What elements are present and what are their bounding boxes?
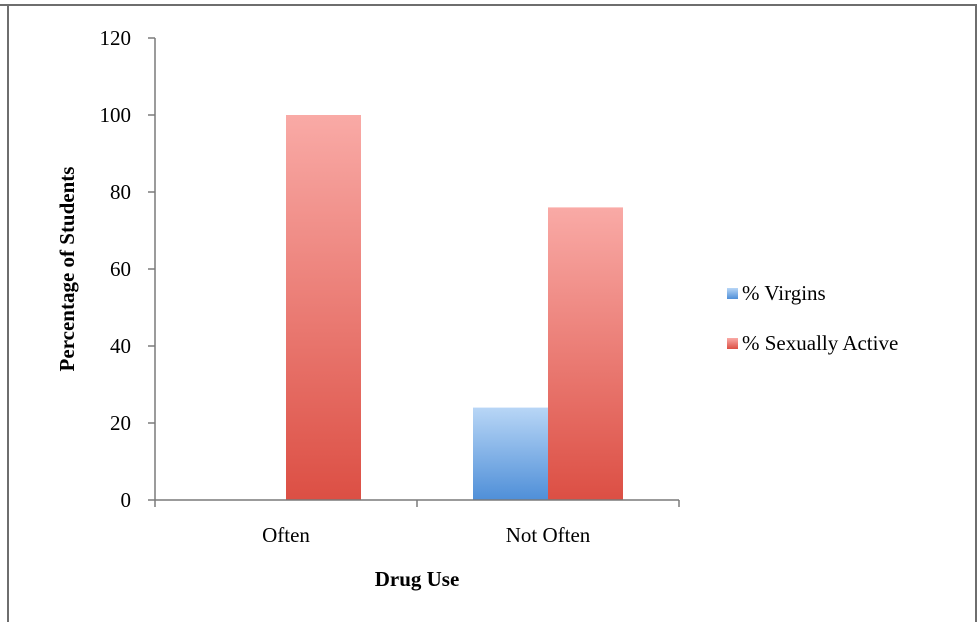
y-tick-label: 0 [121, 488, 132, 512]
bars-group [286, 115, 623, 500]
y-tick-label: 80 [110, 180, 131, 204]
legend: % Virgins % Sexually Active [727, 281, 898, 355]
bar-sexually-active [286, 115, 361, 500]
chart-area-cover [9, 6, 975, 622]
x-axis-label: Drug Use [375, 567, 460, 591]
y-tick-label: 40 [110, 334, 131, 358]
y-axis-ticks: 0 20 40 60 80 100 120 [100, 26, 155, 512]
y-tick-label: 20 [110, 411, 131, 435]
legend-label: % Sexually Active [742, 331, 898, 355]
bar-virgins [473, 407, 548, 500]
legend-label: % Virgins [742, 281, 826, 305]
x-tick-label: Often [262, 523, 310, 547]
chart-frame [0, 4, 977, 622]
x-tick-label: Not Often [506, 523, 591, 547]
legend-swatch [727, 288, 738, 299]
y-axis-label: Percentage of Students [55, 167, 79, 372]
y-tick-label: 100 [100, 103, 132, 127]
x-axis-ticks: Often Not Often [154, 500, 680, 547]
bar-sexually-active [548, 207, 623, 500]
y-tick-label: 60 [110, 257, 131, 281]
legend-swatch [727, 338, 738, 349]
y-tick-label: 120 [100, 26, 132, 50]
